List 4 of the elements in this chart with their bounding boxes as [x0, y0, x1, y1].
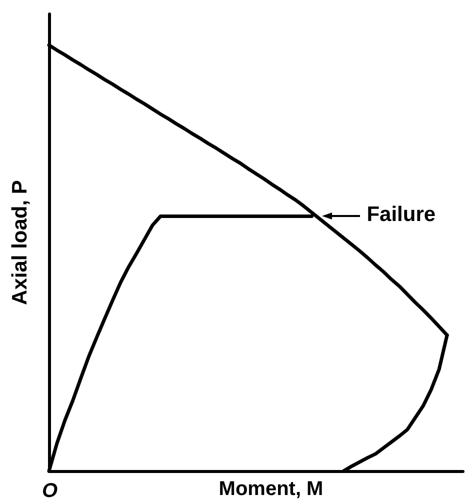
annotation: Failure	[366, 203, 436, 226]
text: O	[42, 480, 58, 500]
x-axis-title: Moment, M	[218, 478, 324, 500]
y-axis-title: Axial load, P	[8, 180, 32, 305]
